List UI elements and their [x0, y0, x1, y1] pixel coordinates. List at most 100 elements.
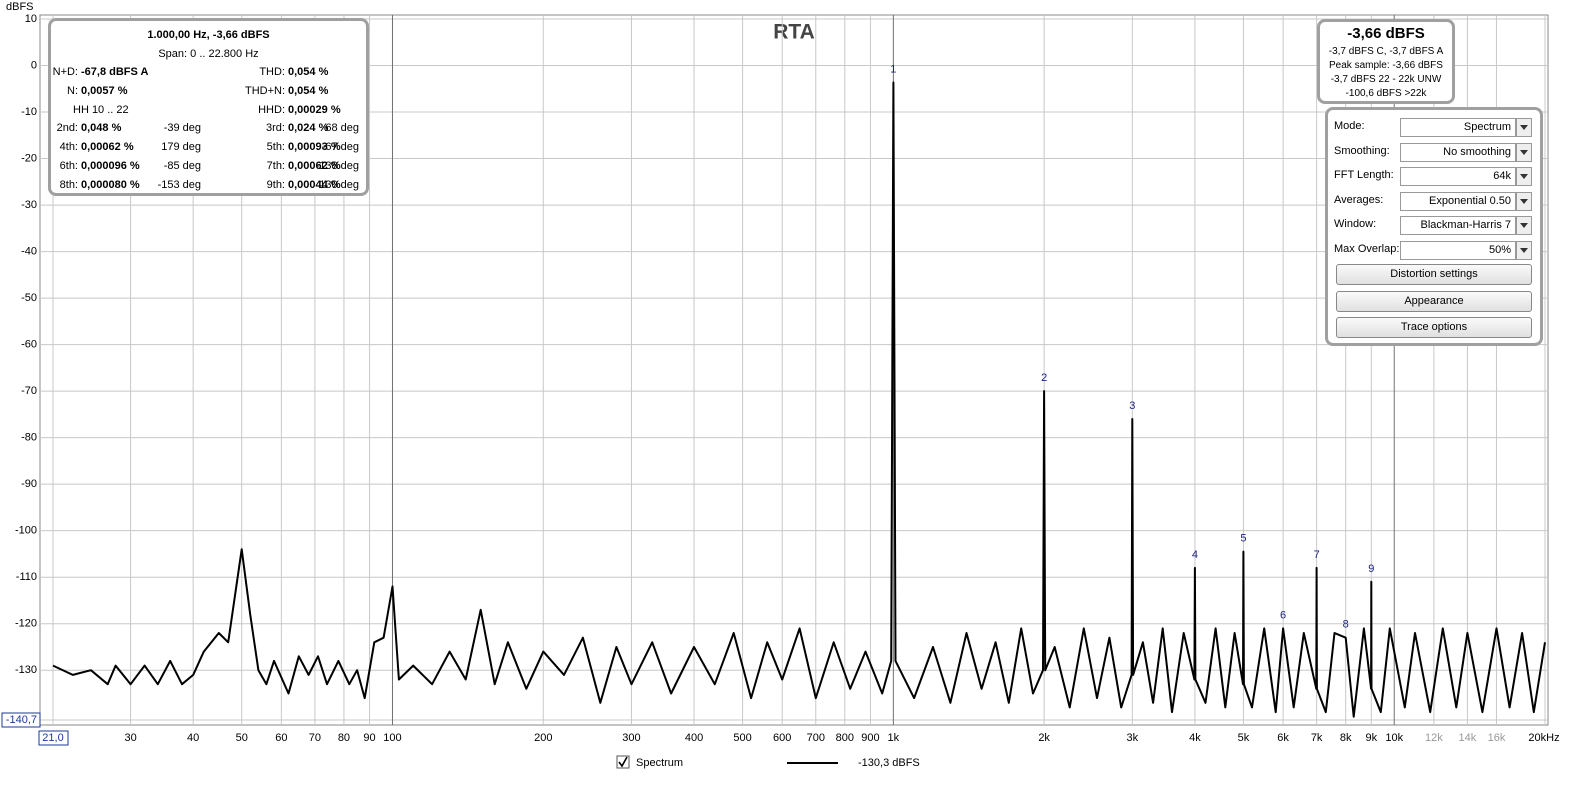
dropdown-button[interactable] [1516, 191, 1532, 211]
stat-phase: 68 deg [325, 122, 359, 135]
dropdown-button[interactable] [1516, 118, 1532, 137]
field-select[interactable]: 64k [1400, 167, 1516, 186]
stat-value: 0,024 % [288, 122, 329, 135]
field-select[interactable]: Spectrum [1400, 118, 1516, 137]
stat-label: 5th: [266, 141, 285, 154]
x-tick-label: 9k [1365, 732, 1377, 744]
dropdown-button[interactable] [1516, 240, 1532, 260]
dropdown-button[interactable] [1516, 216, 1532, 235]
x-tick-label: 8k [1340, 732, 1352, 744]
field-select[interactable]: 50% [1400, 240, 1516, 260]
y-tick-label: -140,7 [6, 714, 37, 726]
x-tick-label: 12k [1425, 732, 1443, 744]
legend-value: -130,3 dBFS [858, 757, 920, 769]
spectrum-line [52, 81, 1546, 718]
y-tick-label: -90 [21, 478, 37, 490]
stat-phase: -138 deg [315, 160, 359, 172]
x-tick-label: 800 [836, 732, 854, 744]
y-tick-label: -60 [21, 339, 37, 351]
field-label: Max Overlap: [1334, 242, 1400, 255]
harmonic-label: 2 [1041, 372, 1047, 384]
x-tick-label: 21,0 [42, 732, 63, 744]
level-line: -3,7 dBFS 22 - 22k UNW [1330, 74, 1442, 85]
x-tick-label: 80 [338, 732, 350, 744]
panel-button[interactable]: Distortion settings [1336, 264, 1532, 285]
harmonic-label: 5 [1240, 533, 1246, 545]
stat-value: 0,00093 % [288, 141, 341, 154]
y-axis-label: dBFS [6, 1, 34, 13]
panel-button[interactable]: Appearance [1336, 290, 1532, 312]
stat-phase: -39 deg [163, 122, 201, 135]
stat-value: 0,00029 % [288, 103, 341, 116]
field-label: Mode: [1334, 120, 1365, 132]
legend-label: Spectrum [636, 757, 683, 769]
x-tick-label: 30 [124, 732, 136, 744]
x-tick-label: 70 [309, 732, 321, 744]
y-limit-box [1, 712, 41, 728]
x-tick-label: 400 [685, 732, 703, 744]
y-tick-label: -70 [21, 385, 37, 397]
stat-label: HHD: [258, 103, 285, 116]
distortion-panel: 1.000,00 Hz, -3,66 dBFS Span: 0 .. 22.800… [48, 18, 369, 196]
field-select[interactable]: No smoothing [1400, 142, 1516, 162]
x-tick-label: 200 [534, 732, 552, 744]
x-tick-label: 1k [888, 732, 900, 744]
stat-value: 0,00062 % [288, 160, 341, 172]
y-tick-label: -30 [21, 199, 37, 211]
stat-label: 9th: [266, 178, 285, 191]
panel-button[interactable]: Trace options [1336, 317, 1532, 338]
field-label: Averages: [1334, 193, 1384, 206]
stat-phase: 179 deg [161, 141, 201, 154]
y-tick-label: 10 [25, 13, 37, 25]
field-label: Smoothing: [1334, 144, 1390, 157]
y-tick-label: -130 [15, 664, 37, 676]
y-tick-label: -120 [15, 618, 37, 630]
harmonic-label: 7 [1314, 549, 1320, 561]
stat-value: 0,0057 % [81, 84, 128, 97]
stat-phase: -67 deg [321, 141, 359, 154]
stat-value: 0,054 % [288, 84, 329, 97]
field-select[interactable]: Exponential 0.50 [1400, 191, 1516, 211]
controls-panel: Mode: Spectrum Smoothing: No smoothing FFT L… [1325, 107, 1543, 346]
y-tick-label: 0 [31, 59, 37, 71]
harmonic-label: 9 [1368, 563, 1374, 575]
stat-label: HH 10 .. 22 [73, 103, 129, 116]
stat-value: -67,8 dBFS A [81, 66, 149, 78]
stat-value: 0,048 % [81, 122, 122, 135]
x-tick-label: 4k [1189, 732, 1201, 744]
dropdown-button[interactable] [1516, 167, 1532, 186]
harmonic-label: 8 [1343, 619, 1349, 631]
y-tick-label: -20 [21, 152, 37, 164]
stat-value: 0,054 % [288, 66, 329, 78]
x-tick-label: 40 [187, 732, 199, 744]
harmonic-label: 4 [1192, 549, 1198, 561]
stat-value: 0,00044 % [288, 178, 341, 191]
field-label: Window: [1334, 218, 1377, 230]
x-tick-label: 300 [622, 732, 640, 744]
level-main: -3,66 dBFS [1347, 25, 1425, 42]
stat-value: 0,000096 % [81, 160, 140, 172]
dropdown-button[interactable] [1516, 142, 1532, 162]
x-tick-label: 2k [1038, 732, 1050, 744]
level-line: -3,7 dBFS C, -3,7 dBFS A [1328, 46, 1444, 57]
panel-header: 1.000,00 Hz, -3,66 dBFS [147, 29, 270, 41]
checkmark [618, 756, 628, 768]
stat-value: 0,000080 % [81, 178, 140, 191]
x-tick-label: 20kHz [1528, 732, 1559, 744]
x-tick-label: 60 [275, 732, 287, 744]
y-tick-label: -50 [21, 292, 37, 304]
stat-phase: 130 deg [319, 178, 359, 191]
panel-span: Span: 0 .. 22.800 Hz [158, 48, 259, 60]
stat-label: 3rd: [266, 122, 285, 135]
stat-label: THD+N: [244, 84, 285, 97]
x-tick-label: 90 [363, 732, 375, 744]
stat-label: N+D: [52, 66, 78, 78]
stat-label: N: [67, 84, 78, 97]
stat-phase: -85 deg [163, 160, 201, 172]
y-tick-label: -80 [21, 432, 37, 444]
x-tick-label: 100 [383, 732, 401, 744]
x-tick-label: 50 [236, 732, 248, 744]
x-tick-label: 6k [1277, 732, 1289, 744]
field-select[interactable]: Blackman-Harris 7 [1400, 216, 1516, 235]
